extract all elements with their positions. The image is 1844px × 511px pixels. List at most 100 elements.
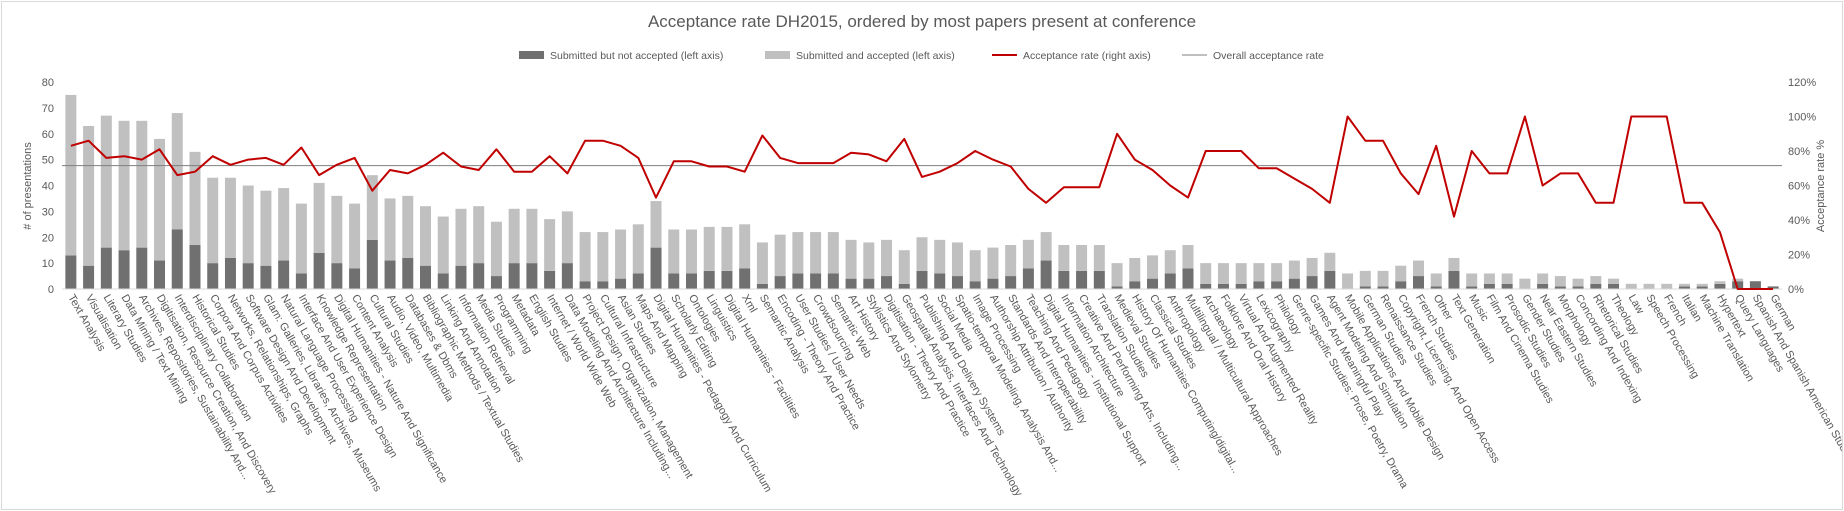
bar-not-accepted — [916, 270, 928, 289]
bar-not-accepted — [455, 265, 467, 289]
bar-accepted — [1182, 245, 1194, 269]
bar-not-accepted — [1271, 281, 1283, 289]
bar-accepted — [508, 208, 520, 264]
bar-not-accepted — [1147, 278, 1159, 289]
bar-accepted — [455, 208, 467, 266]
bar-accepted — [1005, 245, 1017, 277]
bar-not-accepted — [668, 273, 680, 289]
bar-not-accepted — [260, 265, 272, 289]
bar-not-accepted — [863, 278, 875, 289]
bar-not-accepted — [1093, 270, 1105, 289]
bar-accepted — [1537, 273, 1549, 284]
bar-accepted — [1271, 263, 1283, 282]
bar-accepted — [685, 229, 697, 274]
bar-not-accepted — [154, 260, 166, 289]
category-label: Spanish And Spanish American Studies — [1750, 293, 1842, 467]
bar-not-accepted — [100, 247, 112, 289]
bar-not-accepted — [721, 270, 733, 289]
bar-accepted — [810, 232, 822, 274]
bar-accepted — [668, 229, 680, 274]
bar-not-accepted — [881, 276, 893, 289]
y-tick-label: 20 — [42, 232, 54, 244]
y-tick-label: 10 — [42, 258, 54, 270]
legend-swatch-not-accepted — [519, 51, 544, 59]
bar-not-accepted — [1678, 286, 1690, 289]
bar-not-accepted — [1714, 283, 1726, 289]
bar-accepted — [597, 232, 609, 282]
bar-accepted — [1093, 245, 1105, 271]
bar-not-accepted — [544, 270, 556, 289]
bar-accepted — [1412, 260, 1424, 277]
bar-not-accepted — [224, 257, 236, 289]
bar-not-accepted — [987, 278, 999, 289]
legend-label-overall: Overall acceptance rate — [1213, 50, 1324, 62]
bar-accepted — [83, 125, 95, 266]
bar-not-accepted — [1377, 286, 1389, 289]
bar-accepted — [579, 232, 591, 282]
bar-accepted — [1359, 270, 1371, 287]
bar-accepted — [1200, 263, 1212, 284]
bar-not-accepted — [473, 263, 485, 289]
bar-not-accepted — [1040, 260, 1052, 289]
bar-accepted — [473, 206, 485, 264]
bar-accepted — [1678, 283, 1690, 287]
y2-axis-ticks: 0% 20% 40% 60% 80% 100% 120% — [1788, 77, 1816, 296]
bar-accepted — [881, 239, 893, 277]
bar-not-accepted — [1288, 278, 1300, 289]
bar-accepted — [1661, 283, 1673, 289]
bar-accepted — [366, 175, 378, 240]
legend: Submitted but not accepted (left axis) S… — [519, 50, 1324, 62]
bar-not-accepted — [420, 265, 432, 289]
bar-not-accepted — [1590, 283, 1602, 289]
bar-accepted — [402, 195, 414, 258]
bar-not-accepted — [827, 273, 839, 289]
bar-accepted — [1253, 263, 1265, 282]
bar-not-accepted — [1164, 273, 1176, 289]
legend-label-rate: Acceptance rate (right axis) — [1023, 50, 1151, 62]
bar-not-accepted — [774, 276, 786, 289]
bar-accepted — [1483, 273, 1495, 284]
bar-accepted — [207, 177, 219, 264]
bar-not-accepted — [83, 265, 95, 289]
bar-not-accepted — [1732, 281, 1744, 289]
bar-accepted — [1732, 278, 1744, 282]
bar-accepted — [100, 115, 112, 248]
bar-accepted — [1342, 273, 1354, 289]
bar-accepted — [1129, 257, 1141, 282]
bar-accepted — [154, 138, 166, 261]
legend-label-not-accepted: Submitted but not accepted (left axis) — [550, 50, 723, 62]
bar-accepted — [863, 242, 875, 279]
bar-not-accepted — [295, 273, 307, 289]
bar-accepted — [1501, 273, 1513, 284]
bar-not-accepted — [1608, 283, 1620, 289]
bar-not-accepted — [1182, 268, 1194, 289]
bar-not-accepted — [136, 247, 148, 289]
bar-not-accepted — [171, 229, 183, 289]
bar-not-accepted — [561, 263, 573, 289]
y-axis-ticks: 0 10 20 30 40 50 60 70 80 — [42, 77, 54, 296]
bar-accepted — [1058, 245, 1070, 271]
bar-accepted — [1430, 273, 1442, 287]
bar-accepted — [242, 185, 254, 264]
bar-not-accepted — [331, 263, 343, 289]
bar-not-accepted — [1217, 283, 1229, 289]
bar-accepted — [544, 219, 556, 271]
bar-accepted — [650, 201, 662, 248]
bar-accepted — [916, 237, 928, 271]
bar-accepted — [898, 250, 910, 284]
bar-not-accepted — [756, 283, 768, 289]
y-tick-label: 30 — [42, 206, 54, 218]
y-axis-title: # of presentations — [22, 142, 34, 230]
bar-not-accepted — [1412, 276, 1424, 289]
bar-not-accepted — [579, 281, 591, 289]
bar-accepted — [1608, 278, 1620, 284]
bar-accepted — [437, 216, 449, 274]
bar-not-accepted — [792, 273, 804, 289]
bar-accepted — [1324, 252, 1336, 271]
bar-not-accepted — [1448, 270, 1460, 289]
y2-tick-label: 80% — [1788, 146, 1810, 158]
bar-not-accepted — [526, 263, 538, 289]
bar-not-accepted — [615, 278, 627, 289]
bar-not-accepted — [1129, 281, 1141, 289]
